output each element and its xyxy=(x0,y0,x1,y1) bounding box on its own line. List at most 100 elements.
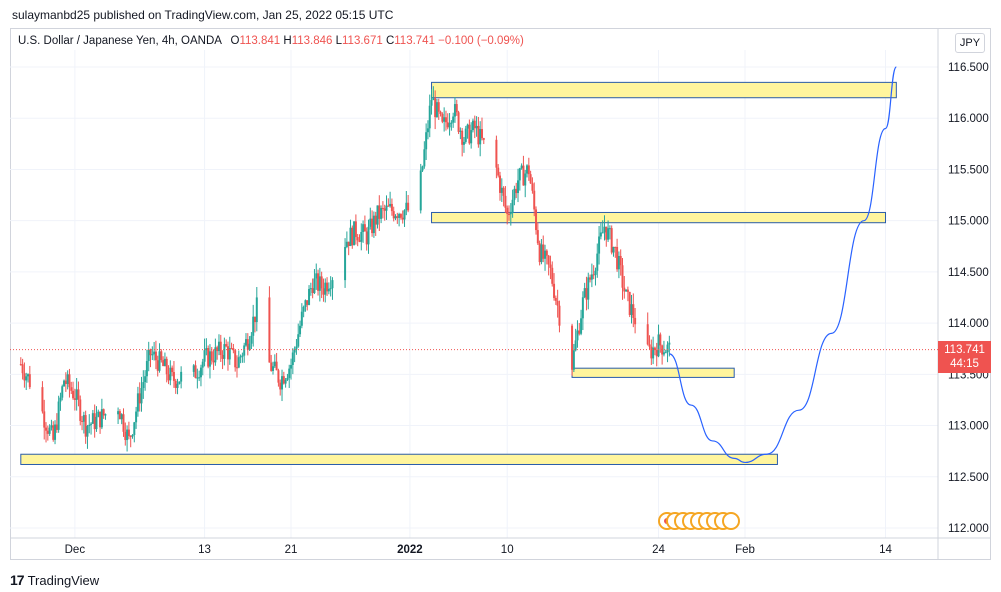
candle-body xyxy=(531,183,534,191)
candle-body xyxy=(529,174,532,184)
candle-body xyxy=(581,297,584,319)
y-tick-label: 114.000 xyxy=(948,318,989,330)
candle-body xyxy=(497,167,500,176)
candle-body xyxy=(326,282,329,292)
candle-body xyxy=(322,288,325,295)
candle-body xyxy=(244,339,247,346)
chart-legend: U.S. Dollar / Japanese Yen, 4h, OANDA O1… xyxy=(18,35,524,47)
y-tick-label: 112.500 xyxy=(948,472,989,484)
candle-body xyxy=(459,130,462,132)
candle-body xyxy=(603,226,606,233)
candle-body xyxy=(351,227,354,246)
candle-body xyxy=(437,102,440,112)
candle-body xyxy=(524,173,527,186)
projection-curve xyxy=(669,66,897,464)
candle-body xyxy=(653,347,656,351)
candle-body xyxy=(272,366,275,371)
candle-body xyxy=(41,387,44,412)
candle-body xyxy=(167,374,170,381)
candle-body xyxy=(199,367,202,378)
y-tick-label: 116.000 xyxy=(948,113,989,125)
tradingview-logo-icon[interactable]: 17 xyxy=(10,572,25,588)
candle-body xyxy=(630,304,633,315)
candle-body xyxy=(387,205,390,207)
candle-body xyxy=(311,288,314,294)
candle-body xyxy=(75,389,78,400)
candle-body xyxy=(217,341,220,352)
candle-body xyxy=(317,273,320,291)
candle-body xyxy=(70,387,73,391)
candle-body xyxy=(95,416,98,430)
candle-body xyxy=(423,149,426,167)
candle-body xyxy=(598,236,601,254)
candle-body xyxy=(495,139,498,168)
candle-body xyxy=(502,187,505,196)
x-tick-label: Dec xyxy=(65,544,86,556)
candle-body xyxy=(583,288,586,298)
candle-body xyxy=(232,348,235,351)
candle-body xyxy=(378,205,381,219)
candle-body xyxy=(268,297,271,363)
candle-body xyxy=(228,348,231,360)
support-resistance-zone-3 xyxy=(571,367,735,378)
candle-body xyxy=(27,374,30,377)
candle-body xyxy=(376,205,379,225)
candle-body xyxy=(662,352,665,355)
candle-body xyxy=(302,306,305,312)
candle-body xyxy=(574,340,577,351)
footer-logo-text[interactable]: TradingView xyxy=(27,572,100,588)
currency-button[interactable]: JPY xyxy=(955,33,985,53)
candle-body xyxy=(587,277,590,300)
candle-body xyxy=(297,334,300,347)
candle-body xyxy=(383,208,386,211)
candle-body xyxy=(664,352,667,354)
candle-body xyxy=(223,344,226,359)
candle-body xyxy=(225,344,228,347)
candle-body xyxy=(286,377,289,380)
x-tick-label: 21 xyxy=(285,544,298,556)
candle-body xyxy=(401,217,404,220)
candle-body xyxy=(178,381,181,384)
candle-body xyxy=(632,304,635,318)
candle-body xyxy=(612,246,615,253)
candle-body xyxy=(160,351,163,361)
candle-body xyxy=(196,377,199,379)
bar-countdown: 44:15 xyxy=(950,358,979,370)
candle-body xyxy=(57,401,60,430)
candle-body xyxy=(226,346,229,360)
candle-body xyxy=(515,188,518,194)
candle-body xyxy=(628,291,631,315)
y-tick-label: 116.500 xyxy=(948,62,989,74)
candle-body xyxy=(547,255,550,265)
candle-body xyxy=(571,325,574,370)
candle-body xyxy=(365,231,368,245)
candle-body xyxy=(149,349,152,356)
candle-body xyxy=(444,117,447,123)
candle-body xyxy=(540,244,543,263)
candle-body xyxy=(140,388,143,404)
candle-body xyxy=(277,370,280,383)
candle-body xyxy=(468,124,471,144)
candle-body xyxy=(347,241,350,246)
support-resistance-zone-1 xyxy=(431,81,897,99)
candle-body xyxy=(151,354,154,356)
candle-body xyxy=(81,420,84,422)
candle-body xyxy=(154,351,157,361)
candle-body xyxy=(318,276,321,291)
candle-body xyxy=(50,425,53,428)
candle-body xyxy=(250,335,253,344)
candle-body xyxy=(601,232,604,234)
candle-body xyxy=(43,411,46,428)
candle-body xyxy=(180,371,183,382)
candle-body xyxy=(61,386,64,398)
candle-body xyxy=(441,113,444,122)
candle-body xyxy=(331,280,334,289)
candle-body xyxy=(163,358,166,367)
x-tick-label: 13 xyxy=(198,544,211,556)
candle-body xyxy=(517,180,520,194)
candle-body xyxy=(198,377,201,379)
candle-body xyxy=(549,264,552,268)
candle-body xyxy=(127,429,130,437)
published-line: sulaymanbd25 published on TradingView.co… xyxy=(12,8,394,22)
